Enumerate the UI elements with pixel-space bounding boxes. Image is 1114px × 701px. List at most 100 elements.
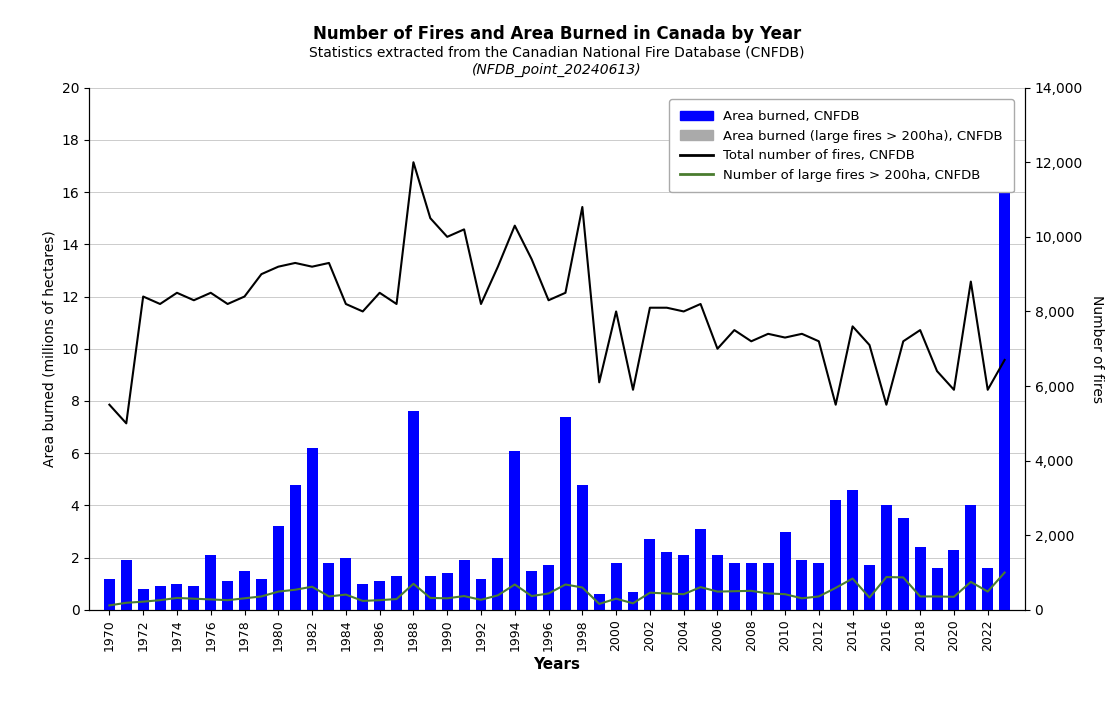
Bar [560,416,571,610]
Bar [983,568,994,610]
Bar [424,592,436,610]
Bar [627,598,638,610]
Bar [323,576,334,610]
Bar [915,547,926,610]
Bar [763,568,773,610]
Bar [763,563,773,610]
Bar [577,484,588,610]
Bar [391,576,402,610]
Bar [543,573,554,610]
Bar [509,451,520,610]
Bar [797,560,808,610]
Bar [358,584,369,610]
Bar [256,593,267,610]
Bar [408,477,419,610]
Bar [830,501,841,610]
Bar [695,552,706,610]
Y-axis label: Area burned (millions of hectares): Area burned (millions of hectares) [42,231,56,467]
Text: (NFDB_point_20240613): (NFDB_point_20240613) [472,63,642,77]
Bar [205,555,216,610]
Bar [678,555,690,610]
Bar [745,563,756,610]
Bar [830,545,841,610]
Bar [881,516,892,610]
Bar [948,581,959,610]
Bar [543,566,554,610]
Bar [729,566,740,610]
Bar [678,573,690,610]
Bar [847,490,858,610]
Bar [644,539,655,610]
Bar [222,581,233,610]
Bar [442,573,452,610]
Bar [424,576,436,610]
Bar [205,581,216,610]
Bar [155,586,166,610]
Bar [594,601,605,610]
Bar [797,586,808,610]
Bar [323,563,334,610]
Bar [492,558,504,610]
Y-axis label: Number of fires: Number of fires [1089,294,1104,403]
Bar [966,534,976,610]
Bar [881,505,892,610]
Bar [341,558,351,610]
Bar [712,555,723,610]
Bar [188,596,199,610]
Bar [391,590,402,610]
Bar [509,482,520,610]
Bar [627,592,638,610]
Bar [813,581,824,610]
Bar [120,563,131,610]
Bar [120,560,131,610]
Bar [931,584,942,610]
Bar [172,584,183,610]
Bar [999,184,1010,610]
Bar [138,589,148,610]
Bar [847,516,858,610]
Bar [240,589,250,610]
Text: Statistics extracted from the Canadian National Fire Database (CNFDB): Statistics extracted from the Canadian N… [310,46,804,60]
Bar [745,563,756,610]
Title: Number of Fires and Area Burned in Canada by Year: Number of Fires and Area Burned in Canad… [313,25,801,43]
Bar [290,484,301,610]
Bar [476,578,487,610]
Bar [358,594,369,610]
Bar [966,505,976,610]
Bar [341,558,351,610]
Bar [526,586,537,610]
Bar [273,526,284,610]
Bar [476,592,487,610]
Bar [104,586,115,610]
Bar [864,586,874,610]
Bar [188,586,199,610]
Bar [526,571,537,610]
Bar [408,411,419,610]
Bar [155,594,166,610]
Bar [662,575,672,610]
Bar [306,448,317,610]
Bar [729,563,740,610]
Bar [780,531,791,610]
Bar [459,560,470,610]
Bar [374,581,385,610]
Bar [442,586,452,610]
Bar [898,519,909,610]
Bar [222,593,233,610]
Bar [240,571,250,610]
Bar [104,578,115,610]
Bar [560,416,571,610]
Bar [459,571,470,610]
Bar [864,566,874,610]
Bar [138,597,148,610]
Bar [898,519,909,610]
Bar [644,571,655,610]
Bar [610,584,622,610]
Bar [983,569,994,610]
Legend: Area burned, CNFDB, Area burned (large fires > 200ha), CNFDB, Total number of fi: Area burned, CNFDB, Area burned (large f… [670,100,1014,192]
Bar [273,573,284,610]
Bar [172,593,183,610]
Bar [712,566,723,610]
Bar [577,510,588,610]
Bar [780,576,791,610]
